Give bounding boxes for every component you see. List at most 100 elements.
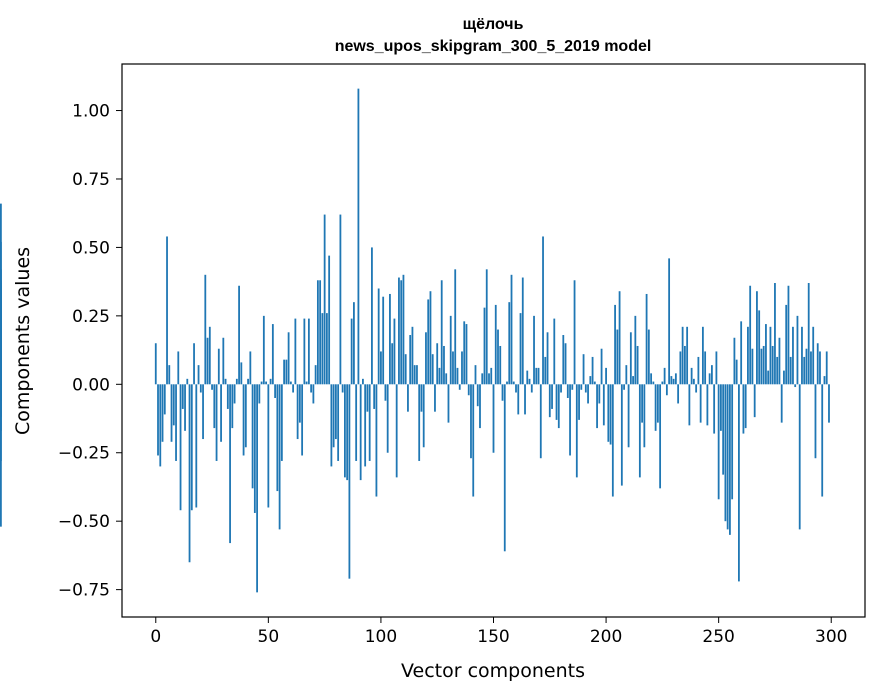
bar-292: [812, 326, 815, 385]
bar-11: [179, 384, 182, 511]
bar-124: [434, 384, 436, 412]
bar-21: [202, 384, 204, 440]
bar-114: [411, 326, 414, 385]
bar-148: [488, 373, 490, 385]
bar-157: [508, 302, 511, 385]
bar-227: [665, 384, 668, 396]
bar-250: [717, 384, 720, 500]
bar-59: [287, 332, 290, 385]
bar-170: [537, 367, 540, 385]
bar-70: [312, 384, 315, 404]
y-tick-label: 0.00: [72, 375, 110, 395]
bar-228: [668, 258, 671, 385]
bar-49: [265, 381, 267, 385]
bar-60: [289, 381, 292, 385]
bar-296: [821, 384, 824, 497]
bar-287: [801, 326, 803, 385]
bar-211: [629, 332, 632, 385]
bar-214: [636, 345, 639, 385]
bar-104: [389, 293, 391, 385]
bar-65: [301, 384, 304, 456]
bar-290: [807, 283, 810, 385]
bar-253: [724, 384, 727, 522]
x-tick-label: 200: [590, 627, 622, 647]
bar-133: [454, 269, 457, 385]
bar-243: [701, 326, 704, 385]
bar-283: [792, 326, 794, 385]
bar-257: [733, 337, 736, 385]
bar-248: [713, 384, 716, 434]
bar-8: [172, 384, 175, 426]
bar-48: [262, 315, 265, 385]
bar-25: [211, 384, 213, 390]
bar-144: [479, 384, 481, 429]
bar-119: [422, 384, 425, 448]
bar-231: [674, 373, 677, 385]
bar-277: [778, 337, 781, 385]
bar-77: [328, 255, 331, 385]
bar-78: [330, 384, 333, 467]
y-tick-label: 0.75: [72, 170, 110, 190]
bar-139: [467, 384, 470, 396]
bar-239: [692, 378, 695, 385]
bar-268: [758, 310, 761, 385]
bar-20: [199, 384, 202, 393]
bar-99: [377, 288, 380, 385]
bar-108: [398, 277, 400, 385]
bar-109: [400, 280, 403, 385]
bar-19: [197, 365, 200, 385]
bar-194: [591, 356, 594, 385]
bar-154: [501, 384, 504, 401]
bar-3: [161, 384, 164, 442]
bar-225: [661, 381, 664, 385]
bar-112: [407, 384, 409, 412]
x-tick-label: 100: [365, 627, 397, 647]
x-axis-label: Vector components: [401, 660, 585, 682]
bar-224: [659, 384, 662, 489]
bar-26: [213, 384, 216, 429]
bar-217: [643, 384, 646, 448]
bar-242: [699, 384, 702, 423]
bar-undefined: [0, 283, 2, 385]
bar-55: [278, 384, 281, 530]
bar-75: [323, 214, 326, 385]
bar-183: [566, 384, 569, 398]
bar-57: [283, 359, 286, 385]
bar-229: [670, 376, 673, 385]
bar-212: [632, 376, 634, 385]
bar-9: [175, 384, 177, 461]
y-tick-label: −0.75: [58, 581, 110, 601]
bar-54: [276, 384, 279, 492]
bar-181: [562, 335, 565, 385]
bar-96: [371, 247, 373, 385]
bar-282: [789, 356, 792, 385]
bar-87: [350, 318, 353, 385]
bar-85: [346, 384, 349, 481]
bar-101: [382, 296, 385, 385]
bar-207: [620, 384, 623, 486]
bar-222: [654, 384, 657, 431]
bar-5: [166, 236, 168, 385]
bar-122: [429, 291, 432, 385]
bar-98: [375, 384, 378, 497]
bar-111: [404, 354, 407, 385]
bar-92: [362, 378, 364, 385]
bar-43: [251, 384, 254, 489]
bar-62: [294, 318, 297, 385]
bar-105: [391, 343, 394, 385]
bar-162: [519, 313, 522, 385]
bar-100: [380, 351, 382, 385]
bar-172: [542, 236, 544, 385]
bar-233: [679, 351, 682, 385]
bar-236: [686, 326, 689, 385]
bar-297: [823, 376, 826, 385]
bar-16: [190, 384, 193, 511]
bar-117: [418, 384, 421, 461]
bar-190: [582, 354, 585, 385]
bar-230: [672, 378, 675, 385]
bar-171: [539, 384, 542, 459]
bar-294: [816, 343, 819, 385]
x-tick-label: 300: [815, 627, 847, 647]
bar-240: [695, 384, 698, 393]
bar-260: [740, 321, 743, 385]
